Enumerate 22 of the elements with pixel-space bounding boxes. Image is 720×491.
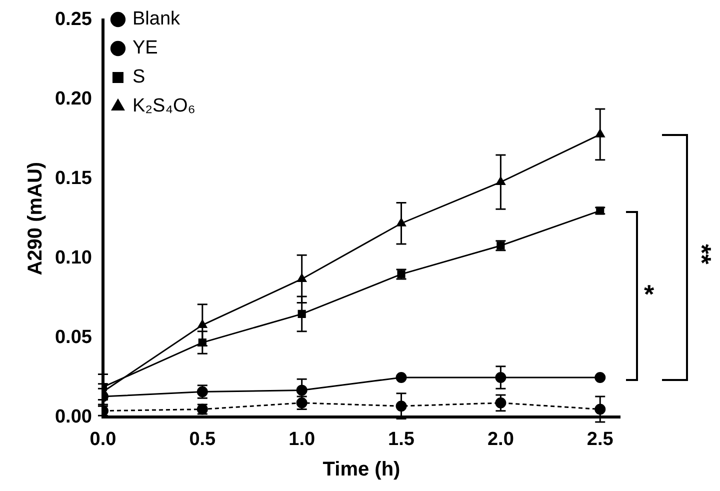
point xyxy=(396,372,407,383)
text: ** xyxy=(687,244,717,264)
y-tick-label: 0.10 xyxy=(54,248,92,269)
y-tick-label: 0.25 xyxy=(54,9,92,30)
y-axis-title: A290 (mAU) xyxy=(24,162,47,276)
y-tick-label: 0.05 xyxy=(54,326,92,348)
x-tick-label: 1.5 xyxy=(388,428,415,450)
x-tick-label: 0.5 xyxy=(189,428,216,450)
legend-label: K₂S₄O₆ xyxy=(132,96,196,117)
y-tick-label: 0.15 xyxy=(54,168,92,190)
text: * xyxy=(644,279,654,310)
legend-label: YE xyxy=(132,38,158,59)
x-axis-title: Time (h) xyxy=(322,458,400,481)
x-tick-label: 1.0 xyxy=(288,428,316,450)
legend-label: S xyxy=(132,66,146,88)
y-tick-label: 0.00 xyxy=(54,406,92,428)
x-tick-label: 2.5 xyxy=(586,428,614,450)
point xyxy=(594,372,606,383)
legend-label: Blank xyxy=(132,8,181,30)
x-tick-label: 2.0 xyxy=(487,428,514,450)
y-tick-label: 0.20 xyxy=(54,88,92,110)
x-tick-label: 0.0 xyxy=(90,428,116,450)
